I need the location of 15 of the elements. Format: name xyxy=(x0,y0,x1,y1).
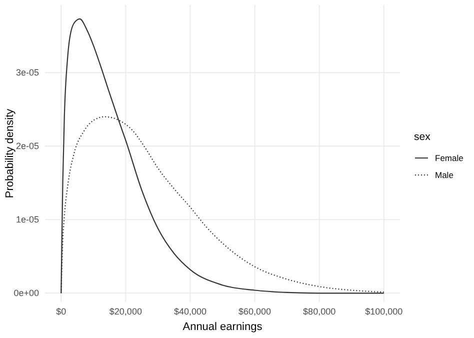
legend-label: Male xyxy=(435,170,454,180)
legend-title: sex xyxy=(414,131,432,143)
y-tick-label: 3e-05 xyxy=(16,68,39,78)
legend-label: Female xyxy=(435,153,464,163)
x-tick-label: $60,000 xyxy=(238,306,272,316)
x-tick-label: $100,000 xyxy=(365,306,403,316)
x-tick-label: $0 xyxy=(56,306,66,316)
y-tick-label: 0e+00 xyxy=(14,288,39,298)
x-tick-label: $80,000 xyxy=(303,306,336,316)
x-tick-label: $20,000 xyxy=(109,306,142,316)
y-tick-label: 1e-05 xyxy=(16,214,39,225)
y-tick-label: 2e-05 xyxy=(16,141,39,152)
x-tick-label: $40,000 xyxy=(174,306,206,316)
y-axis-title: Probability density xyxy=(4,108,16,198)
x-axis-title: Annual earnings xyxy=(182,321,263,333)
